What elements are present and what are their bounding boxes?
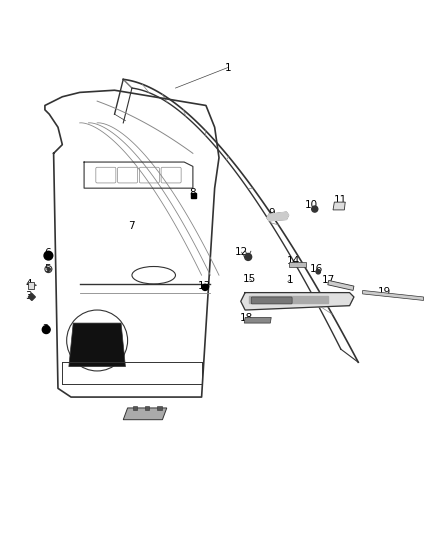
Text: 13: 13 (198, 281, 211, 290)
Text: 3: 3 (25, 291, 32, 301)
Polygon shape (267, 212, 289, 221)
Text: 6: 6 (45, 248, 51, 259)
Polygon shape (241, 293, 354, 310)
Text: 5: 5 (45, 264, 51, 273)
Circle shape (42, 326, 50, 334)
Polygon shape (363, 290, 424, 301)
Text: 12: 12 (235, 247, 248, 257)
Polygon shape (244, 318, 271, 323)
Text: 18: 18 (239, 313, 253, 323)
Bar (133, 406, 137, 410)
Text: 15: 15 (243, 274, 256, 284)
Bar (28, 282, 35, 289)
Text: 16: 16 (309, 264, 323, 274)
Text: 10: 10 (305, 200, 318, 209)
Circle shape (245, 254, 252, 261)
Text: 17: 17 (322, 276, 336, 286)
Polygon shape (69, 323, 125, 367)
Text: 1: 1 (224, 62, 231, 72)
Bar (145, 406, 149, 410)
Polygon shape (250, 296, 328, 303)
Circle shape (202, 284, 208, 290)
Text: 14: 14 (287, 256, 300, 266)
Circle shape (47, 268, 49, 270)
Text: 4: 4 (25, 279, 32, 289)
Text: 19: 19 (378, 287, 391, 297)
Text: 8: 8 (190, 188, 196, 198)
Polygon shape (28, 294, 35, 301)
Text: 20: 20 (134, 410, 148, 421)
Polygon shape (123, 408, 167, 419)
Text: 9: 9 (269, 208, 276, 219)
Circle shape (316, 270, 321, 274)
FancyBboxPatch shape (251, 297, 292, 304)
Circle shape (312, 206, 318, 212)
Polygon shape (289, 262, 306, 266)
Text: 1: 1 (287, 274, 294, 285)
Text: 7: 7 (128, 221, 134, 231)
Polygon shape (333, 202, 345, 210)
Text: 11: 11 (334, 196, 347, 205)
Text: 2: 2 (42, 324, 49, 334)
Polygon shape (328, 280, 354, 290)
Bar (191, 192, 196, 198)
Bar (157, 406, 162, 410)
Circle shape (44, 251, 53, 260)
